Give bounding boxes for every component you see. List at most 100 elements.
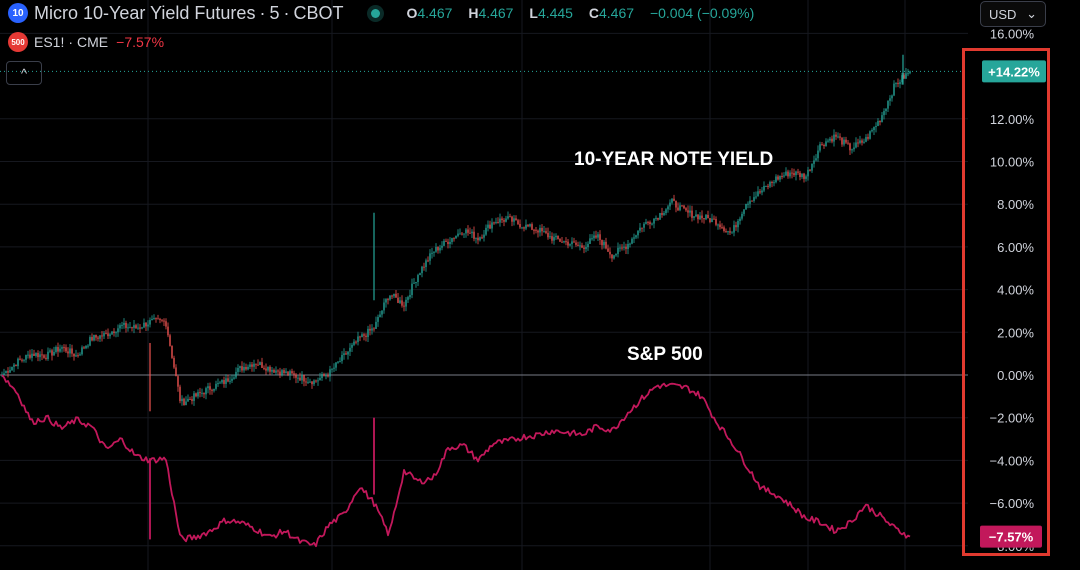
candle-body [795, 171, 797, 176]
candle-body [137, 327, 139, 329]
candle-body [743, 209, 745, 214]
candle-body [613, 255, 615, 259]
candle-body [323, 374, 325, 376]
candle-body [297, 377, 299, 379]
candle-body [143, 322, 145, 328]
candle-body [363, 334, 365, 336]
candle-body [419, 273, 421, 276]
candle-body [889, 98, 891, 101]
candle-body [39, 354, 41, 358]
candle-body [47, 351, 49, 360]
candle-body [167, 326, 169, 336]
candle-body [441, 245, 443, 248]
candle-body [169, 335, 171, 346]
candle-body [833, 134, 835, 142]
candle-body [69, 348, 71, 354]
candle-body [133, 325, 135, 328]
candle-body [601, 240, 603, 246]
interval[interactable]: 5 [269, 2, 280, 23]
collapse-legend-button[interactable]: ^ [6, 61, 42, 85]
symbol-legend[interactable]: 10 Micro 10-Year Yield Futures · 5 · CBO… [8, 2, 760, 24]
candle-body [909, 71, 911, 74]
candle-body [801, 173, 803, 178]
candle-body [477, 237, 479, 241]
candle-body [63, 347, 65, 349]
candle-body [291, 371, 293, 374]
candle-body [847, 142, 849, 144]
candle-body [661, 213, 663, 215]
candle-body [487, 224, 489, 228]
candle-body [699, 215, 701, 220]
candle-body [561, 241, 563, 243]
candle-body [635, 235, 637, 238]
compare-legend[interactable]: 500 ES1! · CME −7.57% [8, 32, 164, 52]
candle-body [177, 376, 179, 387]
candle-body [151, 318, 153, 320]
candle-body [95, 335, 97, 338]
candle-body [621, 247, 623, 249]
candle-body [489, 224, 491, 229]
candle-body [741, 213, 743, 219]
candle-body [33, 353, 35, 356]
candle-body [357, 336, 359, 343]
candle-body [885, 108, 887, 112]
candle-body [709, 218, 711, 223]
candle-body [529, 224, 531, 227]
candle-body [517, 220, 519, 225]
y-tick-label: −4.00% [990, 453, 1035, 468]
candle-body [617, 247, 619, 254]
candle-body [751, 200, 753, 202]
candle-body [867, 137, 869, 139]
candle-body [241, 366, 243, 371]
candle-body [599, 234, 601, 241]
candle-body [61, 347, 63, 349]
candle-body [277, 370, 279, 372]
candle-body [871, 130, 873, 132]
candle-body [117, 328, 119, 333]
candle-body [199, 392, 201, 394]
candle-body [449, 241, 451, 244]
candle-body [159, 318, 161, 320]
open-value: 4.467 [417, 5, 453, 21]
currency-select[interactable]: USD ⌄ [980, 1, 1046, 27]
candle-body [691, 210, 693, 218]
candle-body [539, 227, 541, 233]
candle-body [163, 320, 165, 322]
candle-body [401, 300, 403, 306]
symbol-title[interactable]: Micro 10-Year Yield Futures [34, 2, 256, 23]
candle-body [347, 351, 349, 355]
candle-body [563, 241, 565, 243]
high-value: 4.467 [478, 5, 514, 21]
candle-body [305, 381, 307, 383]
candle-body [281, 370, 283, 376]
candle-body [895, 82, 897, 84]
candle-body [767, 185, 769, 187]
candle-body [141, 327, 143, 329]
candle-body [19, 358, 21, 360]
candle-body [541, 227, 543, 232]
candle-body [361, 334, 363, 338]
market-open-status-icon [371, 8, 381, 18]
candle-body [185, 401, 187, 405]
candle-body [155, 318, 157, 320]
candle-body [595, 235, 597, 238]
candle-body [321, 374, 323, 379]
candle-body [685, 208, 687, 211]
candle-body [631, 238, 633, 244]
candle-body [313, 380, 315, 385]
candle-body [733, 225, 735, 233]
candle-body [903, 75, 905, 79]
candle-body [547, 232, 549, 238]
candle-body [87, 345, 89, 347]
y-tick-label: 12.00% [990, 112, 1035, 127]
candle-body [409, 294, 411, 298]
candle-body [775, 176, 777, 183]
candle-body [43, 355, 45, 358]
candle-body [823, 145, 825, 147]
candle-body [491, 222, 493, 229]
candle-body [399, 300, 401, 303]
compare-symbol[interactable]: ES1! [34, 34, 65, 50]
candle-body [589, 238, 591, 244]
candle-body [579, 245, 581, 247]
